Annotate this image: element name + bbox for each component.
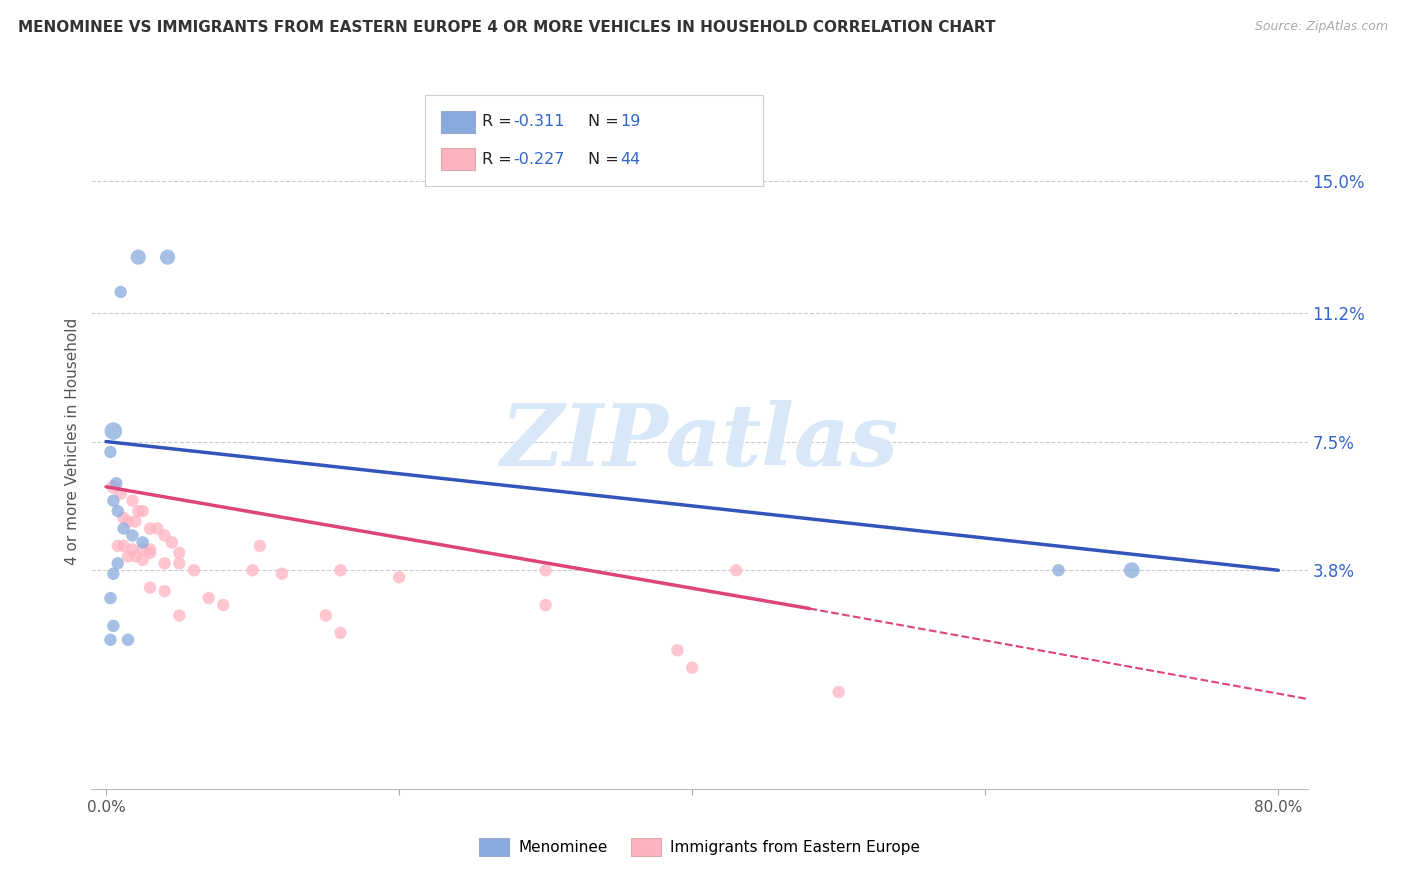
Point: [329, 563, 352, 577]
Point: [131, 553, 153, 567]
Point: [1121, 563, 1143, 577]
Point: [112, 539, 135, 553]
Point: [666, 643, 689, 657]
Point: [107, 557, 129, 571]
Point: [153, 528, 176, 542]
Point: [169, 546, 191, 560]
Point: [112, 521, 135, 535]
Point: [156, 250, 179, 264]
Text: 44: 44: [620, 152, 640, 167]
Point: [242, 563, 264, 577]
Point: [249, 539, 271, 553]
Point: [121, 493, 143, 508]
Point: [105, 476, 128, 491]
Point: [121, 528, 143, 542]
Point: [103, 493, 125, 508]
Text: ZIPatlas: ZIPatlas: [501, 400, 898, 483]
Text: Source: ZipAtlas.com: Source: ZipAtlas.com: [1254, 20, 1388, 33]
Legend: Menominee, Immigrants from Eastern Europe: Menominee, Immigrants from Eastern Europ…: [472, 832, 927, 862]
Point: [1047, 563, 1070, 577]
Point: [534, 598, 557, 612]
Point: [139, 546, 162, 560]
Point: [197, 591, 219, 606]
Y-axis label: 4 or more Vehicles in Household: 4 or more Vehicles in Household: [65, 318, 80, 566]
Point: [315, 608, 337, 623]
Point: [103, 424, 125, 438]
Point: [139, 542, 162, 557]
Point: [100, 591, 122, 606]
Point: [100, 445, 122, 459]
Point: [498, 167, 520, 181]
Point: [388, 570, 411, 584]
Point: [103, 566, 125, 581]
Point: [681, 660, 703, 674]
Point: [534, 563, 557, 577]
Point: [127, 504, 149, 518]
Point: [160, 535, 183, 549]
Text: -0.227: -0.227: [513, 152, 565, 167]
Point: [169, 608, 191, 623]
Point: [121, 542, 143, 557]
Point: [100, 632, 122, 647]
Text: N =: N =: [588, 114, 624, 129]
Point: [169, 557, 191, 571]
Point: [131, 542, 153, 557]
Point: [107, 539, 129, 553]
Text: R =: R =: [482, 114, 517, 129]
Point: [124, 549, 146, 564]
Text: -0.311: -0.311: [513, 114, 565, 129]
Point: [139, 581, 162, 595]
Point: [110, 487, 132, 501]
Point: [725, 563, 748, 577]
Point: [212, 598, 235, 612]
Point: [103, 480, 125, 494]
Point: [131, 535, 153, 549]
Point: [117, 632, 139, 647]
Point: [131, 504, 153, 518]
Point: [329, 626, 352, 640]
Point: [127, 250, 149, 264]
Text: R =: R =: [482, 152, 517, 167]
Text: 19: 19: [620, 114, 640, 129]
Point: [139, 521, 162, 535]
Point: [117, 515, 139, 529]
Point: [183, 563, 205, 577]
Point: [110, 285, 132, 299]
Point: [153, 584, 176, 599]
Point: [103, 619, 125, 633]
Point: [828, 685, 851, 699]
Point: [107, 504, 129, 518]
Point: [124, 515, 146, 529]
Point: [270, 566, 292, 581]
Text: N =: N =: [588, 152, 624, 167]
Point: [153, 557, 176, 571]
Point: [112, 511, 135, 525]
Point: [117, 549, 139, 564]
Text: MENOMINEE VS IMMIGRANTS FROM EASTERN EUROPE 4 OR MORE VEHICLES IN HOUSEHOLD CORR: MENOMINEE VS IMMIGRANTS FROM EASTERN EUR…: [18, 20, 995, 35]
Point: [146, 521, 169, 535]
